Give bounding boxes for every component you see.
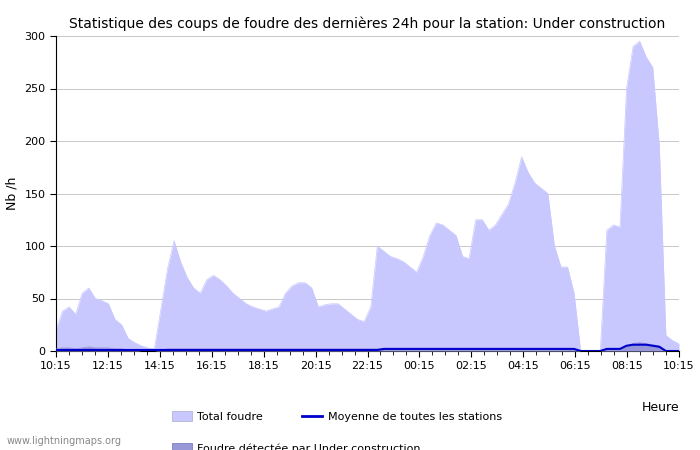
Y-axis label: Nb /h: Nb /h — [6, 177, 19, 210]
Title: Statistique des coups de foudre des dernières 24h pour la station: Under constru: Statistique des coups de foudre des dern… — [69, 16, 666, 31]
Text: www.lightningmaps.org: www.lightningmaps.org — [7, 436, 122, 446]
Legend: Foudre détectée par Under construction: Foudre détectée par Under construction — [167, 438, 426, 450]
Text: Heure: Heure — [641, 401, 679, 414]
